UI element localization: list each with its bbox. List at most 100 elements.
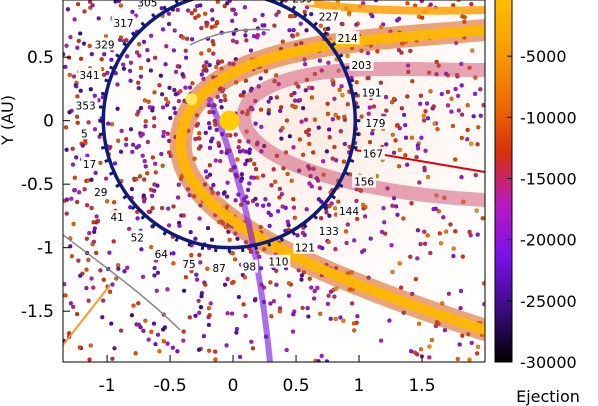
- ejection-point: [366, 111, 371, 117]
- ejection-point: [88, 343, 93, 348]
- ejection-point: [130, 142, 136, 148]
- ejection-point: [159, 92, 165, 97]
- ejection-point: [367, 105, 372, 110]
- ejection-point: [340, 21, 345, 27]
- ejection-point: [131, 303, 136, 308]
- orbit-tick: [266, 241, 272, 247]
- orbit-tick: [100, 145, 107, 150]
- ejection-point: [84, 202, 90, 208]
- ejection-point: [283, 150, 289, 155]
- ejection-point: [212, 349, 218, 354]
- sun-marker: [219, 110, 240, 131]
- ejection-point: [312, 117, 318, 122]
- ejection-point: [70, 304, 76, 310]
- ejection-point: [475, 232, 480, 237]
- ejection-point: [415, 256, 420, 261]
- ejection-point: [140, 153, 145, 158]
- ejection-point: [280, 125, 285, 131]
- ejection-point: [378, 338, 384, 343]
- ejection-point: [69, 196, 74, 201]
- ejection-point: [319, 68, 324, 73]
- ejection-point: [69, 254, 75, 259]
- ejection-point: [138, 133, 144, 139]
- ejection-point: [235, 157, 240, 162]
- orbit-tick: [115, 182, 121, 188]
- orbit-label-text: 214: [338, 33, 358, 45]
- ejection-point: [196, 131, 202, 136]
- ejection-point: [189, 11, 195, 16]
- y-tick-label: 0.5: [27, 48, 54, 68]
- ejection-point: [193, 136, 198, 142]
- orbit-tick: [321, 204, 328, 211]
- ejection-point: [189, 37, 195, 42]
- ejection-point: [81, 41, 87, 46]
- ejection-point: [71, 74, 77, 79]
- ejection-point: [478, 113, 483, 118]
- ejection-point: [198, 305, 204, 310]
- ejection-point: [431, 206, 436, 212]
- ejection-point: [93, 170, 98, 176]
- ejection-point: [198, 3, 203, 8]
- ejection-point: [252, 298, 258, 303]
- orbit-label-text: 203: [351, 60, 371, 72]
- ejection-point: [365, 50, 371, 56]
- ejection-point: [242, 275, 248, 280]
- ejection-point: [298, 21, 303, 26]
- orbit-label-text: 87: [213, 263, 226, 275]
- ejection-point: [153, 170, 159, 175]
- ejection-point: [141, 177, 147, 182]
- ejection-point: [304, 207, 309, 212]
- ejection-point: [219, 149, 224, 155]
- ejection-point: [312, 71, 318, 77]
- ejection-point: [234, 39, 239, 45]
- ejection-point: [285, 219, 290, 225]
- ejection-point: [286, 281, 292, 286]
- ejection-point: [441, 215, 446, 220]
- ejection-point: [399, 106, 405, 111]
- orbit-label: 121: [293, 240, 317, 255]
- ejection-point: [321, 172, 326, 177]
- orbit-label-box: [361, 146, 385, 160]
- ejection-point: [454, 72, 460, 78]
- ejection-point: [277, 195, 282, 200]
- ejection-point: [385, 186, 390, 191]
- ejection-point: [367, 139, 373, 145]
- ejection-point: [161, 339, 167, 344]
- colorbar-label: Ejection: [516, 387, 580, 406]
- ejection-point: [163, 62, 168, 67]
- ejection-point: [172, 28, 177, 33]
- ejection-point: [328, 289, 334, 294]
- ejection-point: [405, 1, 410, 6]
- orbit-label-text: 167: [363, 149, 383, 161]
- ejection-point: [148, 68, 154, 73]
- ejection-point: [253, 121, 258, 126]
- ejection-point: [249, 86, 254, 91]
- ejection-point: [469, 141, 474, 146]
- ejection-point: [127, 68, 133, 74]
- ejection-point: [352, 238, 357, 243]
- orbit-label-text: 17: [83, 159, 96, 171]
- ejection-point: [160, 27, 166, 32]
- ejection-point: [170, 345, 176, 350]
- ejection-point: [130, 149, 135, 155]
- ejection-point: [205, 266, 210, 271]
- ejection-point: [299, 119, 304, 124]
- ejection-point: [199, 25, 204, 31]
- ejection-point: [324, 149, 330, 154]
- ejection-point: [214, 19, 220, 25]
- ejection-point: [196, 13, 201, 18]
- orbit-tick: [200, 244, 205, 251]
- ejection-point: [336, 199, 341, 205]
- ejection-point: [136, 42, 142, 47]
- orbit-label-box: [240, 259, 258, 273]
- ejection-point: [234, 326, 240, 332]
- ejection-point: [229, 311, 235, 316]
- ejection-point: [420, 15, 425, 20]
- ejection-point: [120, 62, 126, 67]
- ejection-point: [394, 123, 400, 128]
- ejection-point: [396, 163, 402, 169]
- ejection-point: [268, 212, 274, 218]
- ejection-point: [326, 60, 331, 65]
- ejection-point: [195, 121, 201, 127]
